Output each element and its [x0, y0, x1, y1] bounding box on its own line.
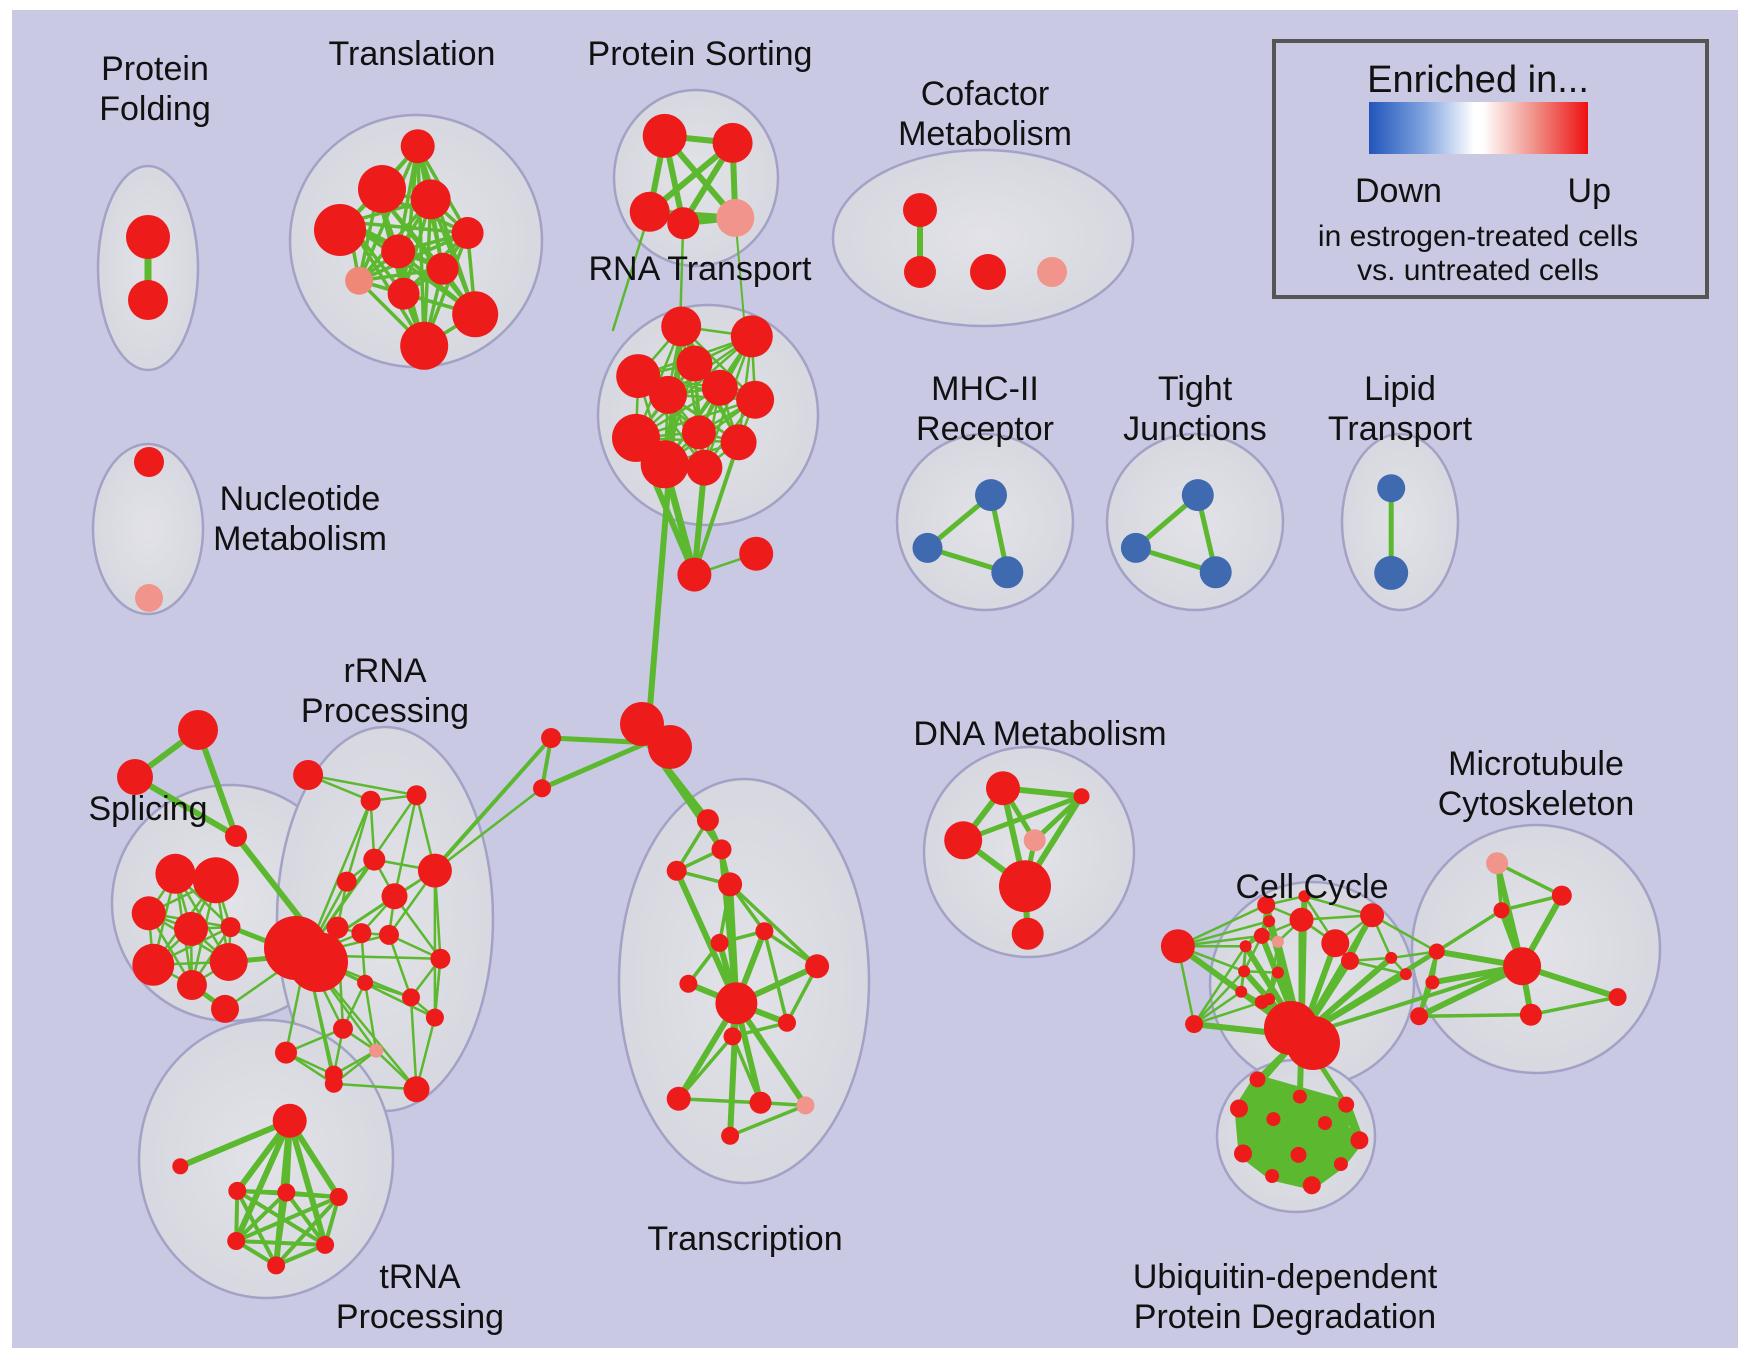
svg-text:Up: Up [1568, 172, 1611, 210]
svg-text:MHC-II: MHC-II [931, 370, 1039, 408]
svg-text:Lipid: Lipid [1364, 370, 1436, 408]
svg-text:Protein Sorting: Protein Sorting [588, 35, 813, 73]
svg-text:Down: Down [1355, 172, 1442, 210]
svg-text:Microtubule: Microtubule [1448, 745, 1624, 783]
svg-text:Enriched in...: Enriched in... [1367, 59, 1589, 101]
svg-text:Transport: Transport [1328, 410, 1473, 448]
svg-text:Tight: Tight [1158, 370, 1233, 408]
svg-text:Receptor: Receptor [916, 410, 1054, 448]
svg-text:Folding: Folding [99, 90, 211, 128]
svg-text:rRNA: rRNA [343, 652, 426, 690]
svg-text:Junctions: Junctions [1123, 410, 1267, 448]
svg-text:Protein: Protein [101, 50, 209, 88]
svg-text:DNA Metabolism: DNA Metabolism [913, 715, 1166, 753]
svg-text:RNA Transport: RNA Transport [589, 250, 813, 288]
svg-text:Translation: Translation [329, 35, 496, 73]
svg-text:Cell Cycle: Cell Cycle [1235, 868, 1388, 906]
svg-text:Protein Degradation: Protein Degradation [1134, 1298, 1436, 1336]
svg-text:Cytoskeleton: Cytoskeleton [1438, 785, 1635, 823]
svg-text:Processing: Processing [336, 1298, 504, 1336]
svg-text:Ubiquitin-dependent: Ubiquitin-dependent [1133, 1258, 1438, 1296]
svg-text:vs. untreated cells: vs. untreated cells [1357, 254, 1599, 287]
svg-text:Transcription: Transcription [647, 1220, 842, 1258]
svg-text:Cofactor: Cofactor [921, 75, 1050, 113]
svg-text:Splicing: Splicing [88, 790, 207, 828]
svg-text:Nucleotide: Nucleotide [220, 480, 381, 518]
svg-text:in estrogen-treated cells: in estrogen-treated cells [1318, 220, 1638, 253]
svg-text:Metabolism: Metabolism [213, 520, 387, 558]
svg-text:tRNA: tRNA [379, 1258, 461, 1296]
svg-text:Metabolism: Metabolism [898, 115, 1072, 153]
svg-text:Processing: Processing [301, 692, 469, 730]
